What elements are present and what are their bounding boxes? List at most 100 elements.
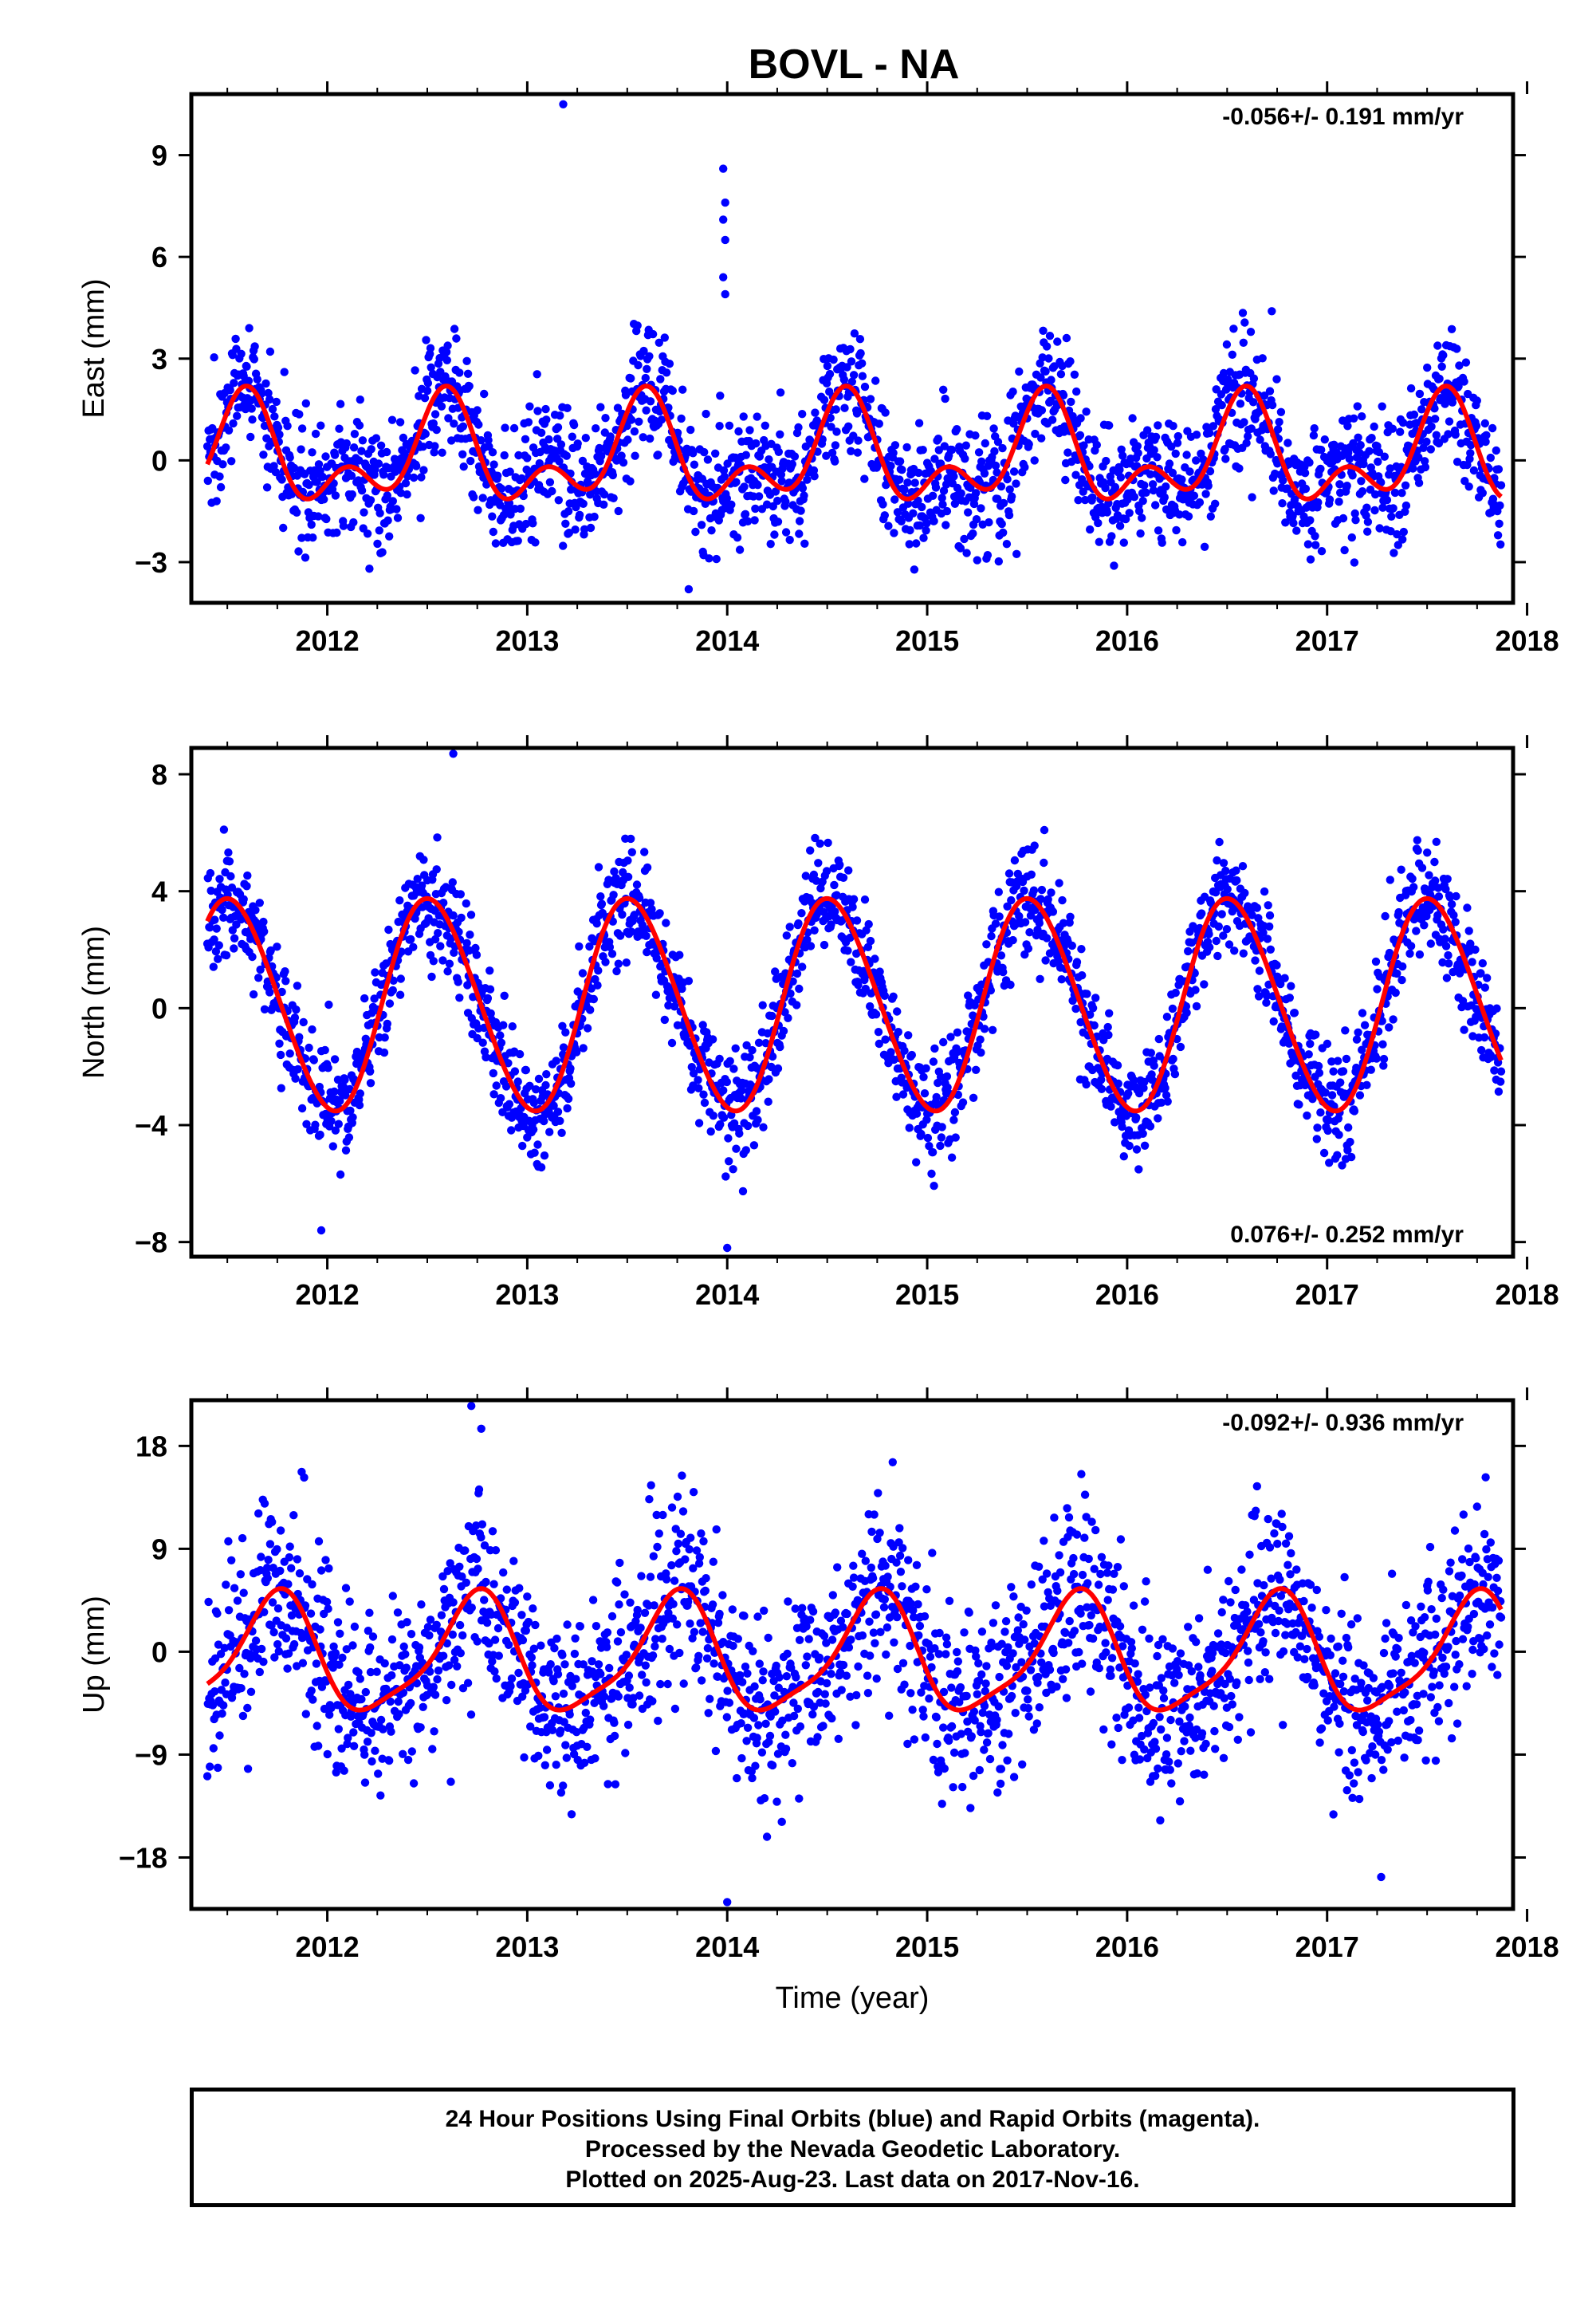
- data-point: [1154, 1114, 1162, 1123]
- data-point: [1086, 1010, 1095, 1019]
- data-point: [993, 468, 1001, 477]
- data-point: [601, 958, 610, 966]
- data-point: [987, 931, 996, 941]
- data-point: [380, 1659, 389, 1668]
- data-point: [482, 1053, 490, 1062]
- data-point: [816, 839, 824, 848]
- data-point: [233, 411, 242, 420]
- data-point: [1222, 925, 1232, 934]
- data-point: [283, 422, 292, 431]
- data-point: [939, 1037, 948, 1047]
- data-point: [998, 443, 1007, 453]
- data-point: [285, 1553, 294, 1562]
- data-point: [327, 1703, 336, 1713]
- data-point: [350, 430, 360, 439]
- data-point: [206, 868, 215, 878]
- data-point: [697, 521, 706, 529]
- data-point: [293, 1065, 302, 1074]
- data-point: [580, 1758, 589, 1767]
- data-point: [259, 451, 268, 459]
- data-point: [360, 508, 368, 517]
- data-point: [1230, 946, 1239, 955]
- data-point: [528, 1661, 537, 1670]
- data-point: [524, 1617, 533, 1627]
- data-point: [305, 480, 313, 490]
- x-tick-label: 2012: [296, 1278, 360, 1311]
- data-point: [222, 950, 231, 960]
- data-point: [474, 506, 482, 514]
- data-point: [897, 517, 906, 525]
- y-tick-label: −4: [135, 1109, 167, 1142]
- data-point: [1205, 466, 1215, 476]
- data-point: [1104, 1030, 1113, 1040]
- data-point: [507, 1126, 516, 1135]
- data-point: [466, 911, 476, 919]
- data-point: [236, 1570, 245, 1579]
- data-point: [231, 334, 240, 344]
- data-point: [1374, 457, 1382, 466]
- data-point: [1160, 493, 1169, 502]
- data-point: [346, 1690, 355, 1698]
- data-point: [537, 1641, 545, 1650]
- data-point: [1320, 435, 1330, 444]
- data-point: [980, 469, 989, 478]
- data-point: [534, 1074, 544, 1084]
- data-point: [847, 958, 855, 966]
- data-point: [554, 496, 563, 505]
- data-point: [1095, 537, 1104, 546]
- data-point: [251, 1636, 261, 1645]
- data-point: [652, 954, 661, 963]
- data-point: [997, 482, 1006, 491]
- data-point: [347, 471, 356, 480]
- data-point: [905, 1124, 914, 1132]
- data-point: [395, 1710, 403, 1718]
- data-point: [545, 1127, 554, 1136]
- data-point: [365, 1608, 374, 1617]
- data-point: [1039, 326, 1048, 335]
- data-point: [420, 394, 430, 403]
- data-point: [1314, 1061, 1323, 1071]
- data-point: [995, 912, 1004, 921]
- data-point: [843, 946, 852, 955]
- data-point: [1125, 1141, 1134, 1151]
- data-point: [745, 426, 754, 435]
- data-point: [321, 1556, 330, 1564]
- data-point: [209, 962, 218, 971]
- data-point: [788, 459, 796, 469]
- data-point: [214, 1640, 223, 1649]
- x-tick-label: 2014: [695, 1278, 759, 1311]
- data-point: [1496, 1067, 1506, 1076]
- data-point: [630, 427, 639, 436]
- data-point: [261, 379, 270, 388]
- data-point: [1394, 907, 1403, 917]
- data-point: [453, 1662, 462, 1671]
- data-point: [1154, 1034, 1164, 1044]
- data-point: [1300, 469, 1310, 478]
- data-point: [447, 1680, 456, 1690]
- data-point: [1346, 1152, 1356, 1162]
- data-point: [712, 554, 721, 564]
- data-point: [846, 344, 855, 354]
- data-point: [790, 452, 800, 461]
- data-point: [1398, 418, 1408, 427]
- data-point: [928, 1147, 938, 1157]
- data-point: [864, 919, 873, 929]
- data-point: [1225, 940, 1234, 949]
- data-point: [392, 505, 401, 514]
- data-point: [1351, 516, 1360, 525]
- data-point: [999, 498, 1008, 508]
- data-point: [623, 856, 632, 865]
- data-point: [1154, 421, 1162, 430]
- data-point: [345, 1597, 354, 1606]
- data-point: [567, 1079, 576, 1088]
- data-point: [655, 909, 664, 918]
- data-point: [275, 430, 284, 439]
- data-point: [430, 442, 439, 451]
- data-point: [529, 1604, 537, 1613]
- data-point: [1333, 1057, 1342, 1065]
- data-point: [1414, 478, 1424, 487]
- data-point: [489, 527, 497, 537]
- data-point: [1389, 504, 1397, 513]
- data-point: [1313, 1124, 1322, 1132]
- data-point: [972, 515, 981, 524]
